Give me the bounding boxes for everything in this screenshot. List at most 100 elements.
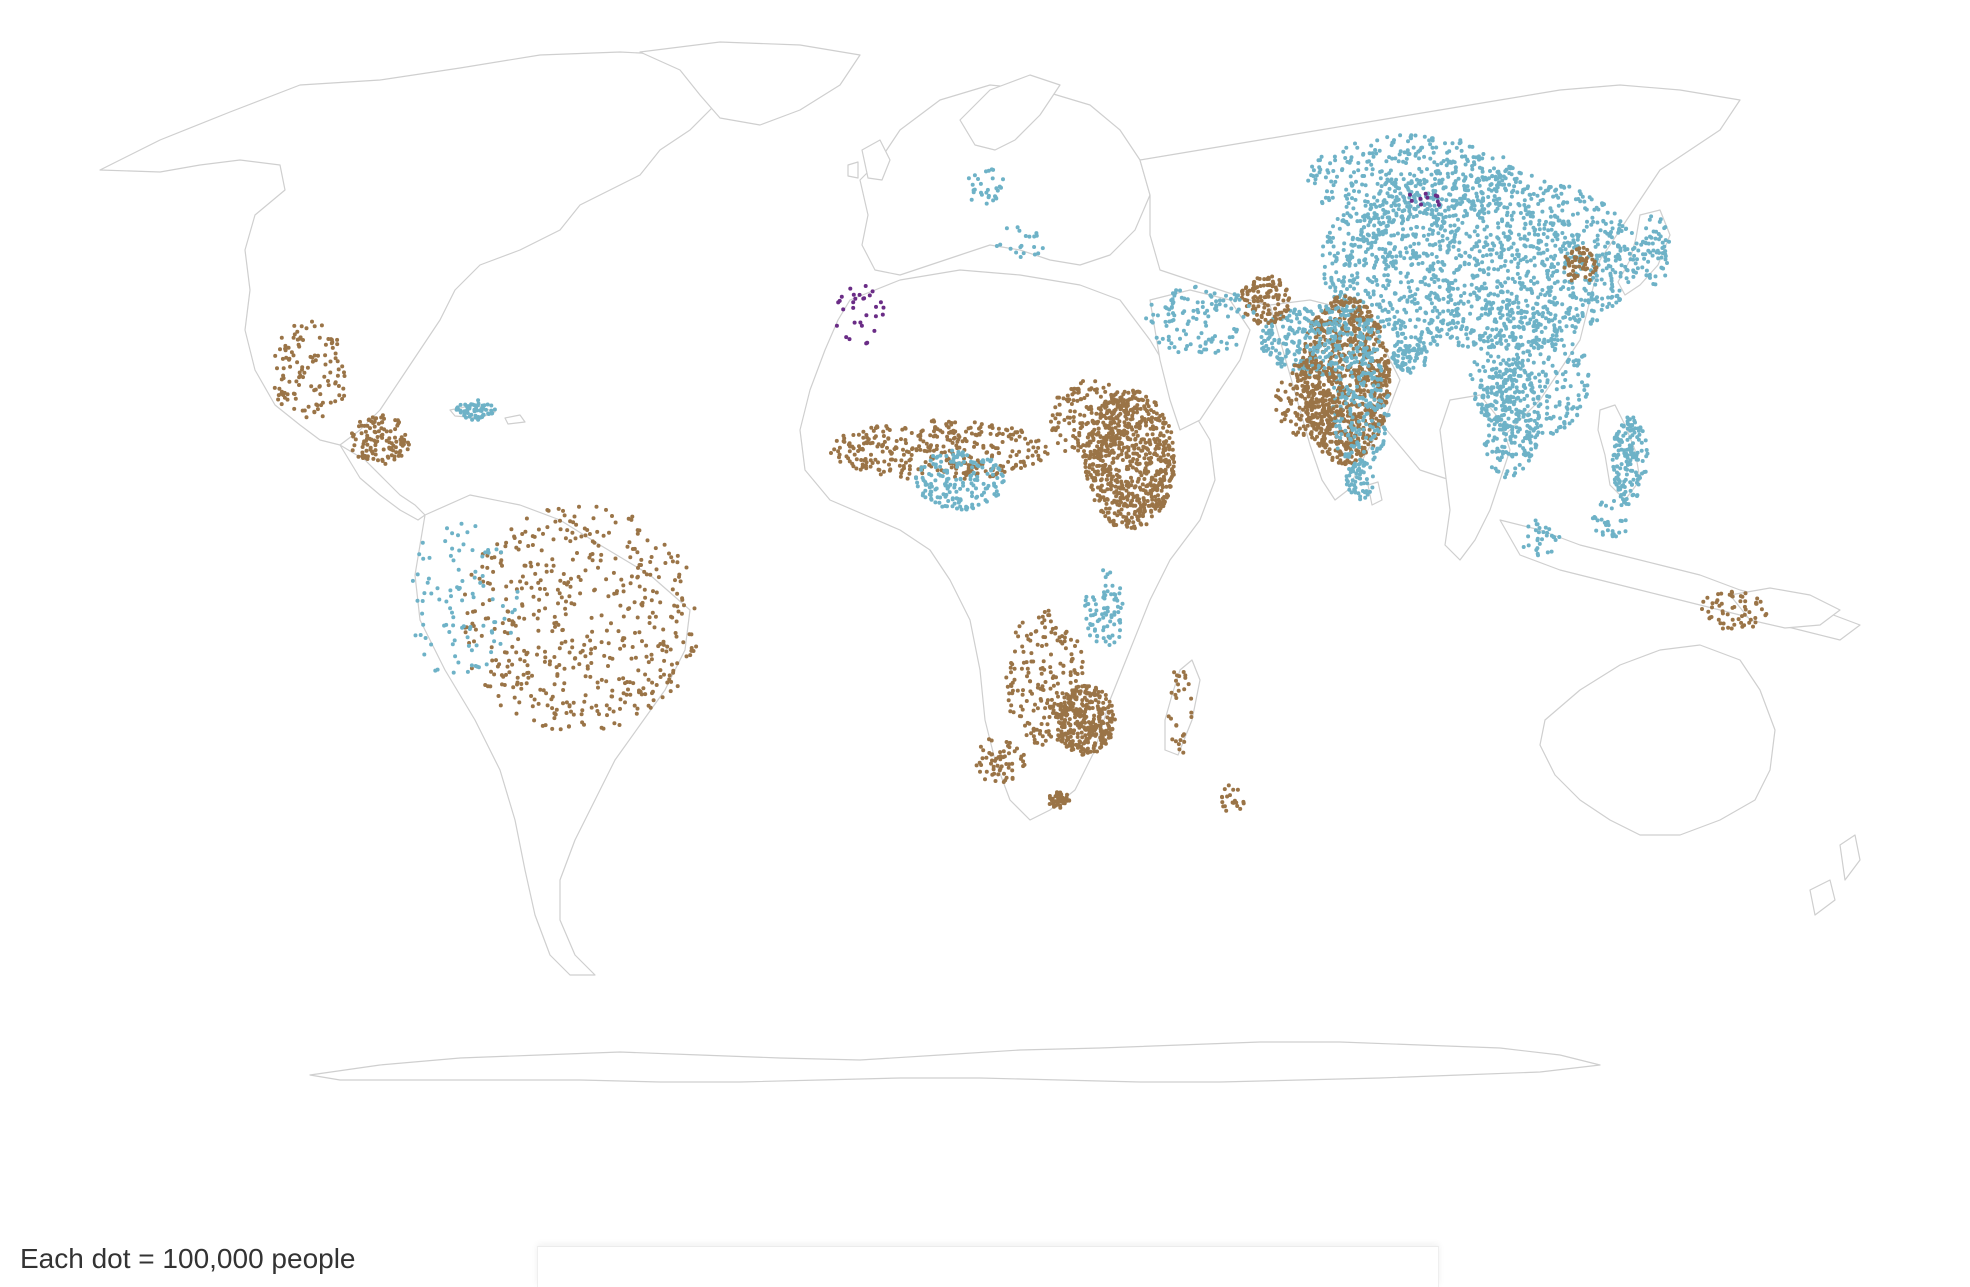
population-dot	[1409, 226, 1413, 231]
population-dot	[1473, 395, 1478, 400]
population-dot	[1344, 359, 1349, 364]
population-dot	[1331, 235, 1335, 240]
population-dot	[1412, 252, 1417, 257]
population-dot	[1525, 349, 1530, 354]
population-dot	[1443, 141, 1447, 146]
population-dot	[1363, 288, 1368, 293]
population-dot	[1485, 385, 1490, 390]
population-dot	[1449, 311, 1453, 316]
population-dot	[1371, 450, 1376, 455]
population-dot	[1504, 361, 1509, 366]
population-dot	[1297, 320, 1302, 325]
population-dot	[1546, 228, 1551, 233]
population-dot	[1380, 341, 1385, 346]
map-canvas[interactable]	[0, 0, 1970, 1120]
population-dot	[1413, 151, 1418, 156]
population-dot	[1515, 265, 1520, 270]
population-dot	[1565, 200, 1570, 205]
population-dot	[1538, 402, 1543, 407]
population-dot	[1326, 366, 1331, 370]
population-dot	[1492, 292, 1497, 297]
population-dot	[1541, 232, 1546, 236]
population-dot	[1567, 184, 1572, 189]
population-dot	[1120, 458, 1125, 462]
population-dot	[1434, 208, 1439, 213]
population-dot	[1559, 249, 1564, 254]
population-dot	[1539, 344, 1544, 349]
population-dot	[1415, 352, 1420, 356]
population-dot	[1580, 380, 1584, 385]
population-dot	[1541, 191, 1546, 196]
population-dot	[1149, 509, 1154, 514]
population-dot	[1365, 481, 1370, 486]
population-dot	[1507, 182, 1512, 187]
population-dot	[1587, 278, 1592, 282]
population-dot	[1534, 443, 1539, 448]
population-dot	[1402, 150, 1407, 155]
population-dot	[1509, 172, 1514, 177]
population-dot	[1604, 251, 1609, 256]
population-dot	[1535, 310, 1540, 314]
population-dot	[1445, 171, 1450, 176]
population-dot	[1278, 316, 1283, 321]
population-dot	[1330, 455, 1335, 460]
population-dot	[1577, 264, 1582, 269]
population-dot	[1359, 227, 1364, 232]
population-dot	[1256, 299, 1260, 304]
population-dot	[1381, 298, 1386, 303]
population-dot	[1515, 388, 1520, 393]
population-dot	[1358, 388, 1363, 393]
population-dot	[1362, 174, 1367, 178]
population-dot	[1498, 361, 1503, 366]
population-dot	[1263, 295, 1268, 299]
population-dot	[1525, 377, 1530, 382]
population-dot	[1460, 220, 1465, 225]
population-dot	[1622, 244, 1627, 249]
population-dot	[1514, 396, 1519, 401]
population-dot	[1358, 317, 1363, 322]
population-dot	[1336, 392, 1341, 397]
population-dot	[1383, 399, 1388, 404]
population-dot	[1338, 377, 1343, 382]
population-dot	[1382, 353, 1387, 358]
population-dot	[1429, 301, 1434, 306]
population-dot	[1397, 298, 1402, 302]
population-dot	[1504, 167, 1509, 172]
population-dot	[1343, 294, 1348, 299]
population-dot	[1353, 464, 1358, 469]
population-dot	[1516, 252, 1521, 257]
population-dot	[1387, 279, 1392, 284]
population-dot	[1335, 346, 1339, 351]
population-dot	[1351, 395, 1356, 400]
population-dot	[1494, 449, 1499, 454]
population-dot	[1347, 483, 1352, 488]
population-dot	[1379, 169, 1384, 174]
population-dot	[1345, 287, 1349, 291]
population-dot	[1441, 185, 1446, 190]
population-dot	[1524, 298, 1528, 303]
population-dot	[1363, 183, 1368, 188]
population-dot	[1347, 389, 1352, 393]
population-dot	[1594, 273, 1599, 278]
population-dot	[1295, 373, 1300, 378]
population-dot	[1507, 298, 1512, 303]
population-dot	[1486, 195, 1491, 199]
population-dot	[1430, 208, 1435, 213]
population-dot	[1138, 406, 1143, 411]
population-dot	[1531, 329, 1536, 333]
population-dot	[1317, 340, 1322, 345]
population-dot	[1628, 435, 1633, 440]
population-dot	[1462, 183, 1467, 188]
population-dot	[1433, 177, 1437, 181]
population-dot	[1309, 320, 1314, 325]
population-dot	[1383, 250, 1388, 255]
dot-density-world-map[interactable]	[0, 0, 1970, 1120]
population-dot	[1329, 334, 1334, 339]
population-dot	[1636, 248, 1641, 253]
population-dot	[1570, 285, 1575, 290]
population-dot	[1355, 414, 1360, 419]
population-dot	[1513, 180, 1518, 184]
population-dot	[1349, 155, 1354, 160]
population-dot	[1330, 400, 1335, 405]
population-dot	[1631, 274, 1636, 279]
